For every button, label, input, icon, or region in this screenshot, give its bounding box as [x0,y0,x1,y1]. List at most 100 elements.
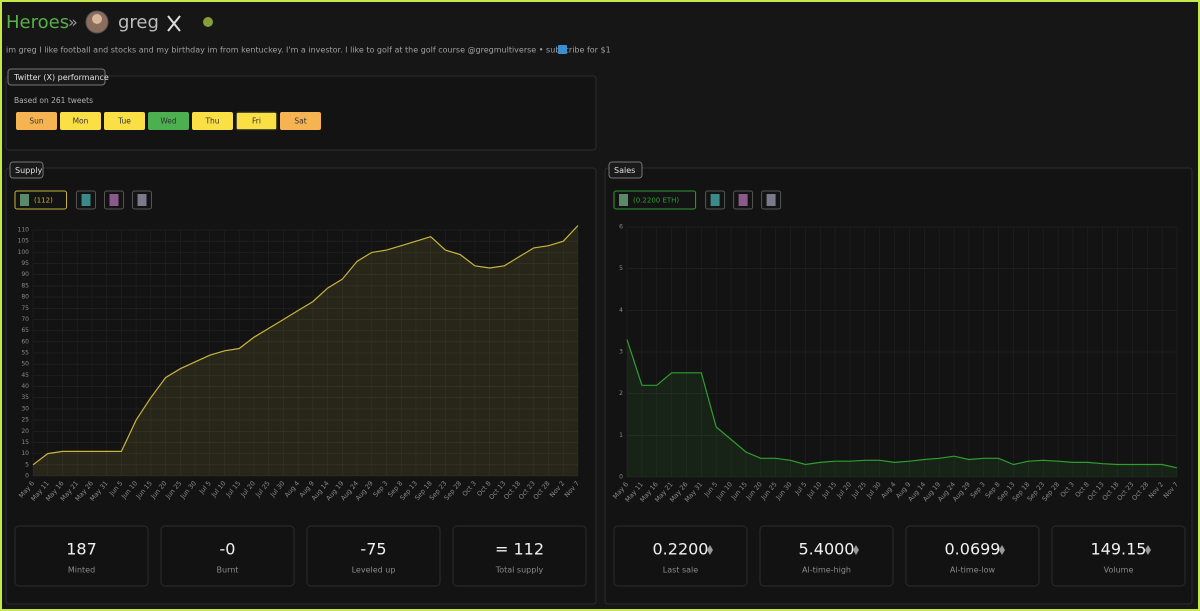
stat-value: 149.15 [1091,540,1147,559]
y-tick-label: 85 [21,282,29,289]
emoji [558,45,567,54]
stat-label: Minted [68,566,95,575]
y-tick-label: 30 [21,405,29,412]
y-tick-label: 15 [21,439,29,446]
stat-card [306,525,441,587]
y-tick-label: 100 [18,249,30,256]
stat-value: = 112 [495,540,544,559]
stat-label: Volume [1104,566,1134,575]
y-tick-label: 0 [619,474,623,481]
y-tick-label: 80 [21,294,29,301]
legend-chip[interactable] [613,190,697,210]
supply-panel [5,167,597,605]
y-tick-label: 110 [18,227,30,234]
legend-chip[interactable] [14,190,67,210]
bio: im greg I like football and stocks and m… [6,46,611,55]
stat-value: -75 [360,540,386,559]
stat-label: Burnt [217,566,239,575]
stat-card [905,525,1040,587]
day-label: Sun [29,117,44,126]
day-chip[interactable] [235,111,278,131]
filter-icon [766,194,776,206]
day-chip[interactable] [192,112,233,130]
day-list: Sun Mon Tue Wed Thu Fri Sat [16,111,321,131]
stat-value: 0.2200 [653,540,709,559]
line [626,339,1178,469]
filter-icon [81,194,91,206]
user-name: greg [118,12,159,33]
area [627,339,1177,477]
y-tick-label: 45 [21,372,29,379]
y-tick-label: 55 [21,350,29,357]
y-tick-label: 0 [25,473,29,480]
y-tick-label: 4 [619,307,623,314]
y-tick-label: 105 [18,238,30,245]
stat-label: Total supply [495,566,544,575]
y-tick-label: 70 [21,316,29,323]
stat-card [613,525,748,587]
avatar-face [92,14,102,24]
site-link[interactable]: Heroes [6,12,69,33]
y-tick-label: 2 [619,390,623,397]
line [32,225,579,466]
filter-chip[interactable] [104,190,124,210]
legend-icon [619,194,628,206]
panel-label [608,161,643,179]
tweet-count: Based on 261 tweets [14,96,93,105]
day-chip[interactable] [280,112,321,130]
panel-label [7,68,106,86]
y-tick-label: 3 [619,349,623,356]
stat-value: 0.0699 [945,540,1001,559]
filter-chip[interactable] [733,190,754,210]
eth-icon [999,545,1005,555]
badge [203,17,213,27]
y-tick-label: 25 [21,417,29,424]
stat-value: -0 [220,540,236,559]
day-chip[interactable] [104,112,145,130]
day-label: Tue [117,117,131,126]
legend-label: (112) [34,197,53,205]
stat-card [14,525,149,587]
day-label: Wed [160,117,177,126]
y-tick-label: 65 [21,327,29,334]
panel-label [9,161,44,179]
chart-title: Sales [614,166,635,175]
stat-label: Al-time-low [950,566,996,575]
y-tick-label: 35 [21,394,29,401]
separator: » [68,13,78,32]
day-chip[interactable] [60,112,101,130]
legend-label: (0.2200 ETH) [633,197,679,205]
chart-title: Supply [15,166,43,175]
stat-card [1051,525,1186,587]
filter-chip[interactable] [761,190,782,210]
stat-label: Al-time-high [802,566,851,575]
day-label: Mon [73,117,89,126]
y-tick-label: 40 [21,383,29,390]
y-tick-label: 10 [21,450,29,457]
y-tick-label: 95 [21,260,29,267]
y-tick-label: 75 [21,305,29,312]
legend-icon [20,194,29,206]
filter-chip[interactable] [76,190,96,210]
filter-icon [137,194,147,206]
filter-chip[interactable] [132,190,152,210]
sales-panel [604,167,1193,605]
y-tick-label: 5 [619,265,623,272]
x-logo[interactable] [167,15,181,32]
stat-card [452,525,587,587]
day-chip[interactable] [16,112,57,130]
filter-icon [738,194,748,206]
y-tick-label: 50 [21,361,29,368]
stat-card [160,525,295,587]
filter-chip[interactable] [705,190,726,210]
eth-icon [1145,545,1151,555]
stat-card [759,525,894,587]
filter-icon [710,194,720,206]
y-tick-label: 20 [21,428,29,435]
eth-icon [853,545,859,555]
day-label: Sat [294,117,306,126]
day-chip[interactable] [148,112,189,130]
day-label: Fri [252,117,261,126]
